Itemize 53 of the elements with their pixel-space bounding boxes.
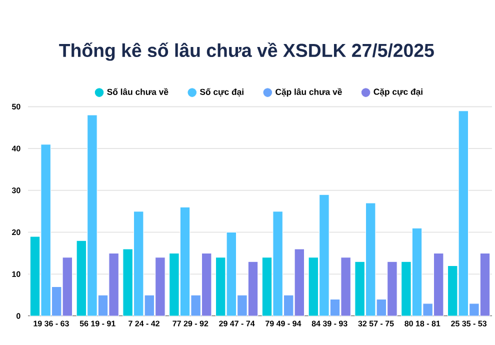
legend-label: Cặp cực đại <box>374 88 422 97</box>
bar <box>340 257 351 316</box>
bar <box>201 252 212 316</box>
x-tick-label: 19 36 - 63 <box>34 320 69 326</box>
y-tick-label: 50 <box>12 104 20 110</box>
bar <box>180 206 190 316</box>
bar <box>133 211 144 316</box>
bar <box>40 144 51 316</box>
x-tick-label: 32 57 - 75 <box>358 320 394 326</box>
legend-label: Số lâu chưa về <box>107 88 168 95</box>
bar <box>215 257 226 316</box>
bar <box>458 110 469 316</box>
x-tick-label: 25 35 - 53 <box>451 320 487 326</box>
bar <box>319 194 330 316</box>
bar <box>294 248 305 316</box>
y-tick-label: 20 <box>12 229 20 236</box>
bar <box>354 261 365 316</box>
bar <box>62 257 73 316</box>
bar <box>433 252 444 316</box>
bar <box>122 248 133 316</box>
y-tick-label: 0 <box>16 313 20 319</box>
x-tick-label: 80 18 - 81 <box>404 320 440 326</box>
x-tick-label: 79 49 - 94 <box>266 320 302 326</box>
x-tick-label: 29 47 - 74 <box>219 320 255 326</box>
bar <box>480 252 490 316</box>
bar <box>51 286 62 316</box>
bar <box>155 257 166 316</box>
bar <box>87 114 98 316</box>
bar <box>262 257 272 316</box>
x-tick-label: 7 24 - 42 <box>128 320 160 326</box>
bar <box>237 294 248 316</box>
bar <box>108 252 119 316</box>
x-tick-label: 56 19 - 91 <box>80 320 116 326</box>
y-tick-label: 40 <box>12 146 20 152</box>
bar <box>76 240 87 316</box>
bar <box>248 261 258 316</box>
x-tick-label: 84 39 - 93 <box>312 320 348 326</box>
bar <box>387 261 398 316</box>
y-tick-label: 10 <box>12 271 20 277</box>
bar <box>169 252 180 316</box>
legend-label: Cặp lâu chưa về <box>276 88 342 97</box>
y-tick-label: 30 <box>12 188 20 194</box>
bar <box>226 232 237 316</box>
bar <box>365 202 376 316</box>
bar <box>308 257 319 316</box>
bar <box>272 211 283 316</box>
legend-label: Số cực đại <box>200 88 244 96</box>
bar <box>401 261 412 316</box>
x-tick-label: 77 29 - 92 <box>172 320 208 326</box>
bar <box>412 228 422 316</box>
bar <box>447 265 458 316</box>
bar <box>30 236 40 316</box>
chart-title: Thống kê số lâu chưa về XSDLK 27/5/2025 <box>59 42 434 61</box>
